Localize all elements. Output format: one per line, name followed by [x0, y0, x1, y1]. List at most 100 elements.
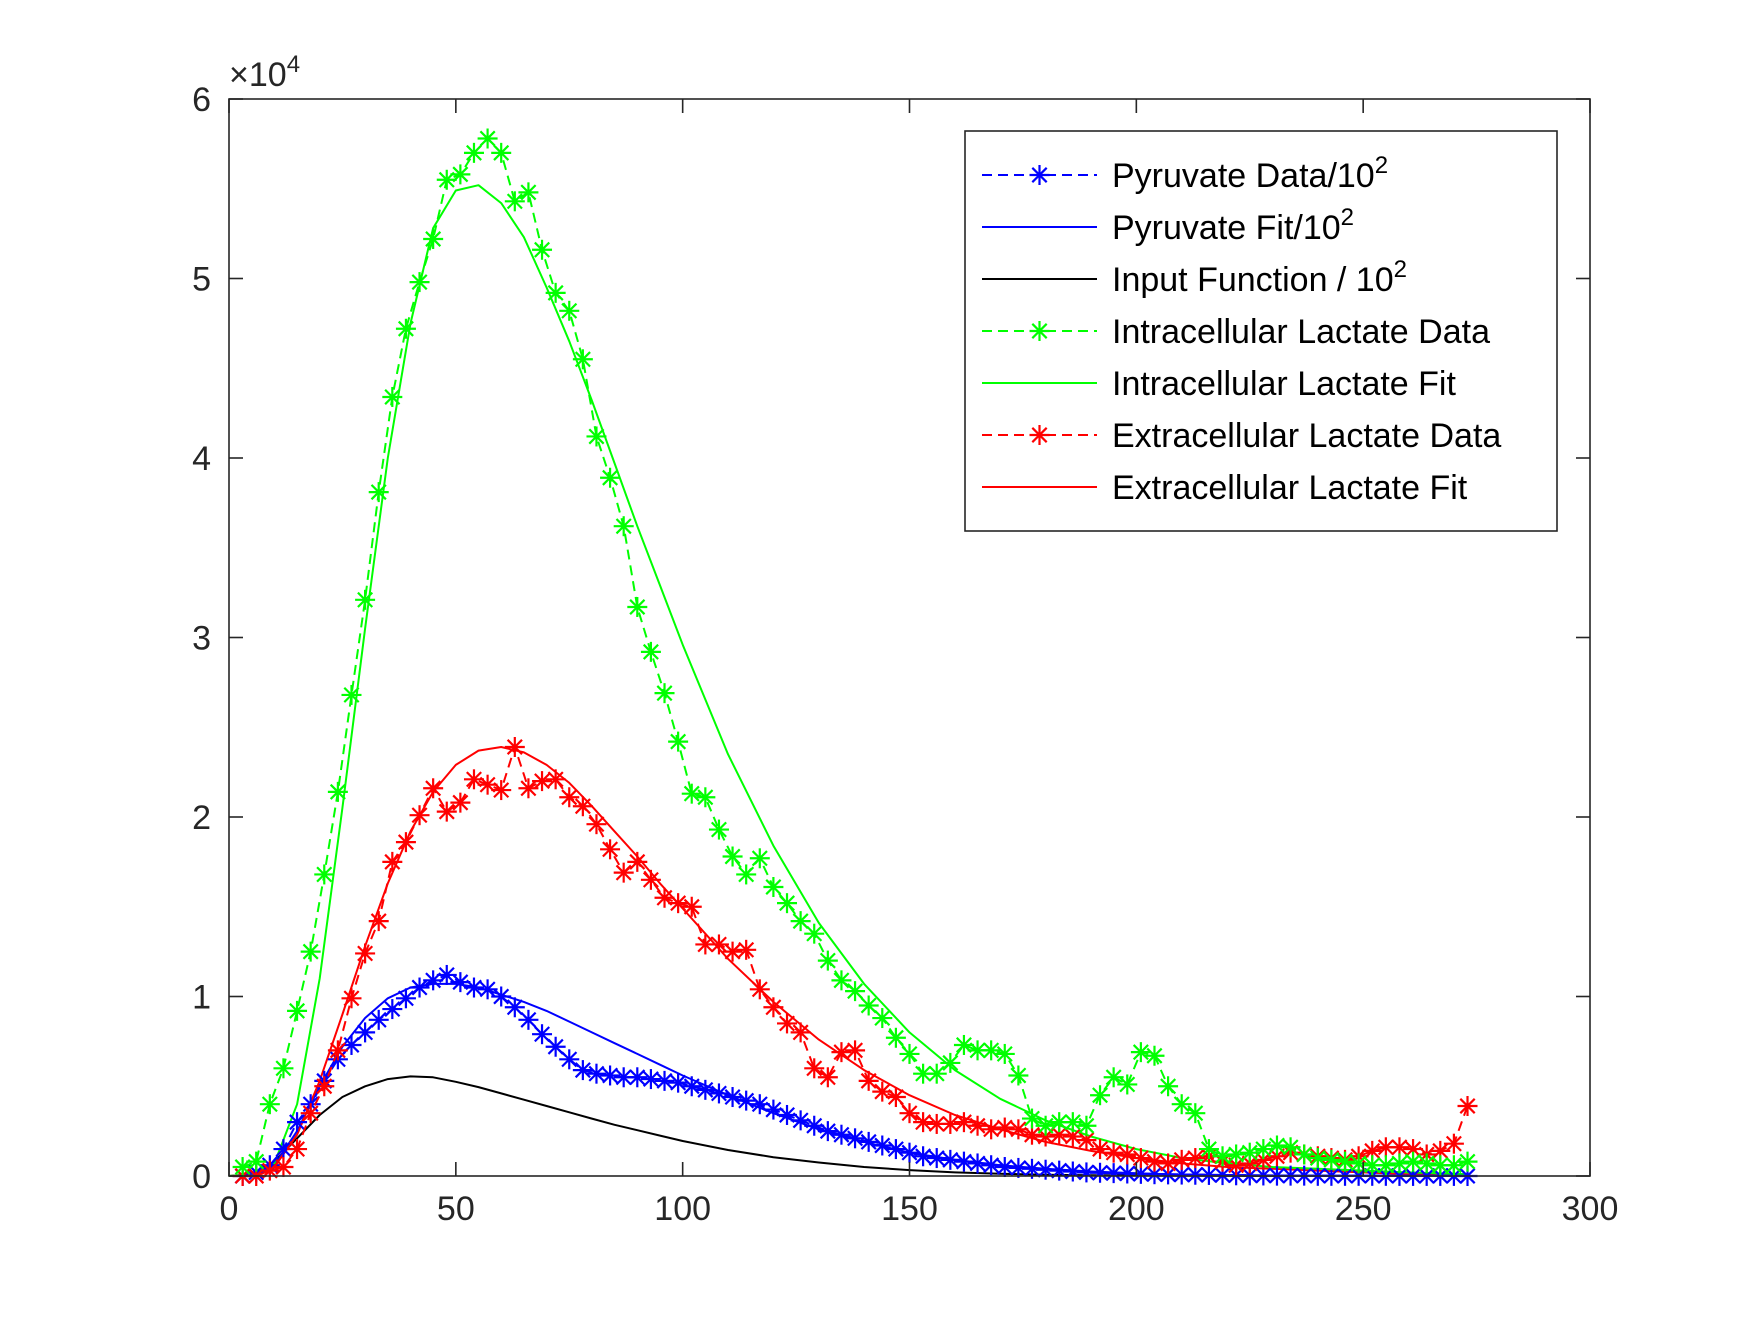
intracellular-lactate-data-point	[940, 1052, 961, 1073]
extracellular-lactate-data-point	[627, 851, 648, 872]
intracellular-lactate-data-point	[1185, 1103, 1206, 1124]
extracellular-lactate-data-point	[640, 869, 661, 890]
intracellular-lactate-data-point	[491, 142, 512, 163]
legend-label: Extracellular Lactate Data	[1112, 417, 1501, 455]
intracellular-lactate-data-point	[395, 318, 416, 339]
extracellular-lactate-data-point	[532, 771, 553, 792]
pyruvate-data-10-point	[518, 1009, 539, 1030]
pyruvate-data-10-point	[532, 1024, 553, 1045]
y-tick-label: 4	[192, 440, 211, 478]
intracellular-lactate-data-point	[600, 467, 621, 488]
extracellular-lactate-data-point	[355, 943, 376, 964]
intracellular-lactate-data-point	[327, 781, 348, 802]
extracellular-lactate-data-point	[1171, 1149, 1192, 1170]
pyruvate-data-10-point	[355, 1022, 376, 1043]
extracellular-lactate-data-point	[668, 893, 689, 914]
pyruvate-data-10-point	[287, 1112, 308, 1133]
extracellular-lactate-data-point	[845, 1040, 866, 1061]
extracellular-lactate-data-point	[559, 787, 580, 808]
pyruvate-data-10-point	[1117, 1163, 1138, 1184]
legend-label: Intracellular Lactate Fit	[1112, 365, 1456, 403]
intracellular-lactate-data-point	[845, 981, 866, 1002]
extracellular-lactate-data-point	[327, 1040, 348, 1061]
intracellular-lactate-data-point	[382, 386, 403, 407]
pyruvate-data-10-point	[981, 1155, 1002, 1176]
pyruvate-data-10-point	[463, 977, 484, 998]
intracellular-lactate-data-point	[872, 1008, 893, 1029]
intracellular-lactate-data-point	[1403, 1151, 1424, 1172]
pyruvate-data-10-point	[627, 1067, 648, 1088]
pyruvate-data-10-point	[953, 1151, 974, 1172]
intracellular-lactate-data-point	[722, 846, 743, 867]
x-tick-label: 300	[1562, 1190, 1619, 1228]
extracellular-lactate-data-point	[1158, 1153, 1179, 1174]
intracellular-lactate-data-point	[1212, 1146, 1233, 1167]
extracellular-lactate-data-point	[722, 941, 743, 962]
intracellular-lactate-data-point	[1076, 1115, 1097, 1136]
extracellular-lactate-data-point	[763, 997, 784, 1018]
legend-label: Pyruvate Data/102	[1112, 152, 1388, 195]
intracellular-lactate-data-point	[640, 641, 661, 662]
extracellular-lactate-data-point	[259, 1160, 280, 1181]
extracellular-lactate-data-point	[504, 736, 525, 757]
extracellular-lactate-data-point	[287, 1139, 308, 1160]
extracellular-lactate-data-point	[790, 1022, 811, 1043]
pyruvate-data-10-point	[967, 1153, 988, 1174]
pyruvate-data-10-point	[640, 1069, 661, 1090]
pyruvate-data-10-point	[1090, 1162, 1111, 1183]
pyruvate-data-10-point	[858, 1131, 879, 1152]
extracellular-lactate-data-point	[1103, 1142, 1124, 1163]
intracellular-lactate-data-point	[885, 1027, 906, 1048]
pyruvate-data-10-point	[831, 1124, 852, 1145]
intracellular-lactate-data-point	[300, 941, 321, 962]
extracellular-lactate-data-point	[409, 805, 430, 826]
pyruvate-data-10-point	[817, 1121, 838, 1142]
pyruvate-data-10-point	[1185, 1164, 1206, 1185]
extracellular-lactate-data-point	[831, 1042, 852, 1063]
pyruvate-data-10-point	[872, 1135, 893, 1156]
intracellular-lactate-data-point	[423, 229, 444, 250]
pyruvate-data-10-point	[722, 1087, 743, 1108]
intracellular-lactate-data-point	[831, 970, 852, 991]
intracellular-lactate-data-point	[1062, 1112, 1083, 1133]
intracellular-lactate-data-point	[1239, 1142, 1260, 1163]
pyruvate-data-10-point	[1021, 1158, 1042, 1179]
intracellular-lactate-data-point	[1375, 1155, 1396, 1176]
extracellular-lactate-data-point	[1443, 1133, 1464, 1154]
pyruvate-data-10-point	[613, 1067, 634, 1088]
extracellular-lactate-data-point	[736, 939, 757, 960]
intracellular-lactate-data-point	[1266, 1135, 1287, 1156]
intracellular-lactate-data-point	[1021, 1108, 1042, 1129]
intracellular-lactate-data-point	[1117, 1074, 1138, 1095]
intracellular-lactate-data-point	[1008, 1065, 1029, 1086]
pyruvate-data-10-point	[600, 1065, 621, 1086]
legend-marker	[1029, 425, 1050, 445]
intracellular-lactate-data-point	[450, 164, 471, 185]
extracellular-lactate-data-point	[858, 1070, 879, 1091]
intracellular-lactate-data-point	[355, 589, 376, 610]
pyruvate-data-10-point	[382, 999, 403, 1020]
intracellular-lactate-data-point	[409, 272, 430, 293]
intracellular-lactate-data-point	[708, 819, 729, 840]
intracellular-lactate-data-point	[1294, 1144, 1315, 1165]
x-tick-label: 0	[220, 1190, 239, 1228]
pyruvate-data-10-point	[681, 1076, 702, 1097]
legend-label: Input Function / 102	[1112, 256, 1407, 299]
legend-marker	[1029, 165, 1050, 185]
extracellular-lactate-data-point	[926, 1113, 947, 1134]
y-tick-label: 0	[192, 1158, 211, 1196]
intracellular-lactate-data-point	[504, 191, 525, 212]
pyruvate-data-10-point	[736, 1090, 757, 1111]
extracellular-lactate-data-point	[273, 1157, 294, 1178]
extracellular-lactate-data-point	[450, 792, 471, 813]
y-tick-label: 2	[192, 799, 211, 837]
pyruvate-data-10-point	[1103, 1163, 1124, 1184]
intracellular-lactate-data-point	[695, 787, 716, 808]
pyruvate-data-10-point	[545, 1036, 566, 1057]
intracellular-lactate-data-point	[1457, 1151, 1478, 1172]
extracellular-lactate-data-point	[913, 1112, 934, 1133]
extracellular-lactate-data-point	[940, 1113, 961, 1134]
x-tick-label: 200	[1108, 1190, 1165, 1228]
intracellular-lactate-data-point	[532, 239, 553, 260]
extracellular-lactate-data-point	[545, 769, 566, 790]
